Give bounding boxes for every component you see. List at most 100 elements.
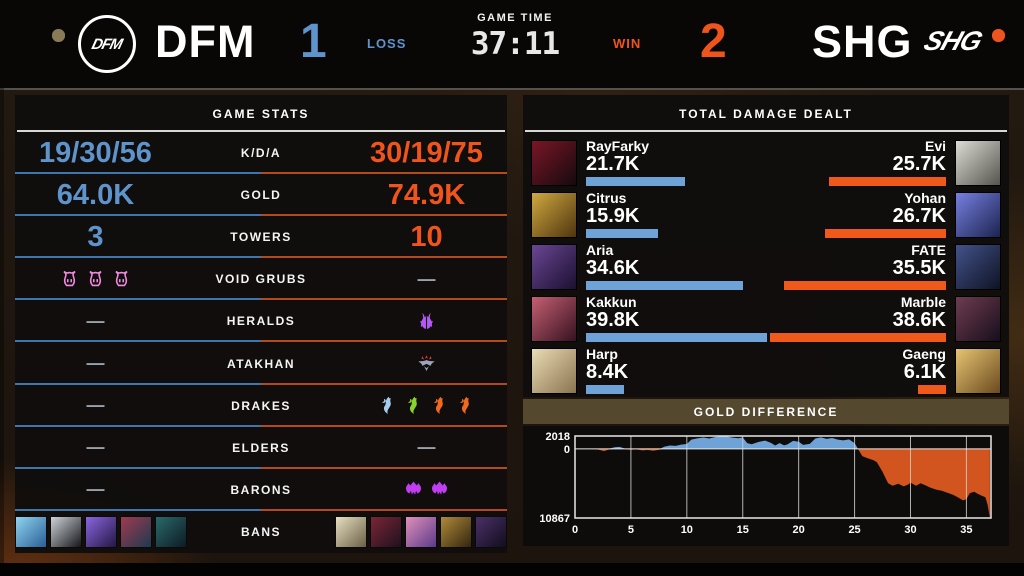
damage-value: 25.7K [892, 153, 946, 175]
stat-left-cell: — [15, 395, 176, 416]
stat-right-cell: 10 [346, 221, 507, 254]
player-name: Marble [900, 294, 946, 310]
stat-row-gold: 64.0K GOLD 74.9K [15, 174, 507, 217]
stat-label: HERALDS [226, 314, 296, 329]
game-stats-rows: 19/30/56 K/D/A 30/19/75 64.0K GOLD 74.9K 3 TOWE… [15, 132, 507, 553]
damage-left-text: Harp 8.4K [586, 347, 628, 383]
total-damage-panel: TOTAL DAMAGE DEALT RayFarky 21.7K Evi 25.7K… [523, 95, 1009, 397]
stat-label: K/D/A [240, 146, 282, 161]
stat-row-elders: — ELDERS — [15, 427, 507, 469]
damage-row: RayFarky 21.7K Evi 25.7K [531, 139, 1001, 188]
damage-value: 35.5K [892, 257, 946, 279]
stat-dash: — [86, 437, 105, 458]
left-team-result: LOSS [367, 36, 407, 51]
champion-portrait [531, 140, 577, 186]
stat-left-cell: — [15, 311, 176, 332]
damage-row: Aria 34.6K FATE 35.5K [531, 243, 1001, 292]
damage-right-text: Evi 25.7K [893, 139, 946, 175]
stat-left-cell: 19/30/56 [15, 137, 176, 170]
damage-row: Kakkun 39.8K Marble 38.6K [531, 295, 1001, 344]
damage-right-text: Yohan 26.7K [893, 191, 946, 227]
baron-icon [432, 481, 447, 495]
stat-right-cell: — [346, 269, 507, 290]
stat-dash: — [86, 310, 105, 331]
stat-left-cell: 3 [15, 221, 176, 254]
damage-right-text: Marble 38.6K [893, 295, 946, 331]
x-tick-label: 25 [848, 524, 860, 536]
stat-left-cell: — [15, 437, 176, 458]
damage-bar-blue [586, 385, 624, 394]
total-damage-rule [525, 130, 1007, 132]
left-team-score: 1 [300, 15, 327, 68]
baron-icon [406, 481, 421, 495]
champion-portrait [531, 244, 577, 290]
champion-portrait [955, 296, 1001, 342]
gold-difference-title: GOLD DIFFERENCE [523, 399, 1009, 424]
right-team-name: SHG [812, 16, 913, 67]
stat-value: 19/30/56 [39, 136, 152, 169]
damage-value: 8.4K [586, 361, 629, 383]
stat-value: 64.0K [56, 178, 135, 211]
stat-value: 74.9K [387, 178, 466, 211]
stat-left-cell [15, 270, 176, 289]
damage-value: 21.7K [586, 153, 640, 175]
stat-label: BARONS [230, 482, 292, 497]
dfm-logo-text: DFM [90, 35, 124, 53]
game-stats-rule [17, 130, 505, 132]
herald-icon [420, 312, 433, 329]
player-name: Harp [586, 346, 618, 362]
game-stats-title: GAME STATS [212, 107, 310, 121]
damage-left-text: Aria 34.6K [586, 243, 639, 279]
damage-row: Harp 8.4K Gaeng 6.1K [531, 347, 1001, 396]
game-time-label: GAME TIME [477, 12, 553, 24]
stat-row-bans: BANS [15, 511, 507, 553]
shg-logo-icon: SHG [920, 26, 986, 56]
stat-row-towers: 3 TOWERS 10 [15, 216, 507, 259]
drake-cloud-icon [381, 396, 392, 414]
stat-right-cell [346, 480, 507, 499]
damage-value: 15.9K [586, 205, 640, 227]
stat-left-cell: — [15, 479, 176, 500]
x-tick-label: 0 [572, 524, 578, 536]
stat-label: TOWERS [230, 230, 292, 245]
damage-bar-orange [825, 229, 946, 238]
ban-champion-portrait [120, 515, 152, 548]
stat-right-cell [346, 354, 507, 373]
damage-bar-orange [784, 281, 946, 290]
stat-dash: — [417, 437, 436, 458]
damage-right-text: Gaeng 6.1K [902, 347, 946, 383]
player-name: Evi [924, 138, 946, 154]
stat-label: DRAKES [231, 398, 291, 413]
stat-value: 10 [410, 220, 443, 253]
stat-dash: — [417, 268, 436, 289]
ban-champion-portrait [405, 515, 437, 548]
damage-bar-orange [918, 385, 946, 394]
damage-left-text: Kakkun 39.8K [586, 295, 639, 331]
player-name: Gaeng [902, 346, 946, 362]
ban-champion-portrait [335, 515, 367, 548]
damage-bar-orange [770, 333, 946, 342]
stat-row-heralds: — HERALDS [15, 300, 507, 343]
drake-chemtech-icon [407, 396, 418, 414]
damage-left-text: Citrus 15.9K [586, 191, 639, 227]
drake-infernal-icon [433, 396, 444, 414]
damage-value: 26.7K [892, 205, 946, 227]
damage-value: 39.8K [586, 309, 640, 331]
void-grub-icon [63, 270, 76, 287]
gold-difference-chart-panel: 0 5 10 15 20 25 30 35 2018 0 10867 [523, 426, 1009, 546]
champion-portrait [955, 140, 1001, 186]
ban-champion-portrait [15, 515, 47, 548]
right-team-result: WIN [613, 36, 642, 51]
total-damage-title: TOTAL DAMAGE DEALT [679, 107, 853, 121]
player-name: Yohan [904, 190, 946, 206]
stat-left-cell: 64.0K [15, 179, 176, 212]
ban-champion-portrait [440, 515, 472, 548]
damage-bar-blue [586, 333, 767, 342]
stat-row-drakes: — DRAKES [15, 385, 507, 427]
stat-right-cell: 30/19/75 [346, 137, 507, 170]
damage-value: 38.6K [892, 309, 946, 331]
x-tick-label: 10 [681, 524, 693, 536]
team-dot-icon [992, 29, 1005, 42]
